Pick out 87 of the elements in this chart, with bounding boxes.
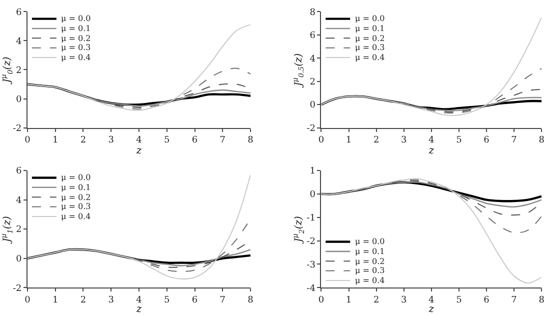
legend-label: μ = 0.4 bbox=[61, 53, 91, 62]
y-tick-label: -2 bbox=[306, 124, 316, 134]
x-tick-label: 7 bbox=[220, 136, 226, 146]
x-tick-label: 5 bbox=[164, 136, 170, 146]
x-tick-label: 4 bbox=[428, 295, 435, 306]
x-tick-label: 8 bbox=[248, 136, 254, 146]
x-tick-label: 1 bbox=[52, 136, 58, 146]
x-tick-label: 4 bbox=[136, 295, 142, 306]
x-tick-label: 1 bbox=[52, 295, 58, 306]
legend-label: μ = 0.1 bbox=[355, 24, 385, 33]
x-axis-title: z bbox=[428, 304, 435, 315]
y-tick-label: -2 bbox=[12, 124, 22, 134]
line-series bbox=[321, 16, 542, 116]
y-tick-label: 2 bbox=[16, 225, 22, 236]
legend-label: μ = 0.0 bbox=[61, 14, 91, 23]
legend-label: μ = 0.3 bbox=[355, 266, 385, 275]
y-tick-label: 0 bbox=[16, 254, 22, 265]
legend-label: μ = 0.1 bbox=[61, 24, 91, 33]
x-tick-label: 0 bbox=[24, 136, 31, 146]
legend-label: μ = 0.4 bbox=[355, 53, 385, 62]
y-tick-label: 0 bbox=[310, 100, 316, 111]
y-tick-label: 6 bbox=[16, 166, 22, 177]
x-tick-label: 0 bbox=[318, 295, 324, 306]
legend-label: μ = 0.3 bbox=[355, 43, 385, 52]
x-tick-label: 5 bbox=[456, 295, 462, 306]
line-series bbox=[27, 174, 251, 280]
x-tick-label: 3 bbox=[108, 295, 114, 306]
x-tick-label: 2 bbox=[373, 136, 380, 146]
legend-label: μ = 0.0 bbox=[355, 237, 385, 246]
y-tick-label: -4 bbox=[306, 284, 316, 294]
x-tick-label: 5 bbox=[164, 295, 170, 306]
legend-label: μ = 0.4 bbox=[355, 276, 385, 285]
legend-label: μ = 0.0 bbox=[61, 173, 91, 182]
legend-label: μ = 0.4 bbox=[61, 212, 91, 221]
x-tick-label: 1 bbox=[346, 295, 352, 306]
x-tick-label: 7 bbox=[220, 295, 226, 306]
legend-label: μ = 0.2 bbox=[355, 34, 385, 43]
legend-label: μ = 0.2 bbox=[355, 257, 385, 266]
x-tick-label: 3 bbox=[400, 295, 407, 306]
legend-label: μ = 0.2 bbox=[61, 193, 91, 202]
x-tick-label: 4 bbox=[428, 136, 435, 146]
y-tick-label: 4 bbox=[16, 36, 22, 47]
x-tick-label: 6 bbox=[484, 295, 490, 306]
legend-label: μ = 0.1 bbox=[355, 247, 385, 256]
x-axis-title: z bbox=[135, 146, 142, 157]
x-tick-label: 0 bbox=[318, 136, 324, 146]
x-tick-label: 8 bbox=[538, 295, 545, 306]
x-tick-label: 8 bbox=[248, 295, 254, 306]
y-tick-label: 1 bbox=[310, 166, 316, 177]
y-tick-label: 6 bbox=[16, 8, 22, 18]
x-tick-label: 3 bbox=[400, 136, 407, 146]
y-tick-label: 2 bbox=[310, 77, 316, 88]
y-tick-label: -2 bbox=[306, 236, 316, 247]
x-tick-label: 8 bbox=[538, 136, 545, 146]
y-tick-label: 0 bbox=[310, 190, 316, 200]
y-tick-label: 6 bbox=[310, 31, 316, 42]
x-tick-label: 6 bbox=[192, 295, 198, 306]
x-tick-label: 2 bbox=[80, 136, 86, 146]
y-tick-label: -3 bbox=[306, 260, 316, 270]
legend-label: μ = 0.2 bbox=[61, 34, 91, 43]
y-tick-label: 0 bbox=[16, 94, 22, 105]
y-tick-label: -1 bbox=[306, 214, 316, 224]
x-tick-label: 3 bbox=[108, 136, 114, 146]
x-tick-label: 2 bbox=[373, 295, 380, 306]
line-series bbox=[321, 181, 542, 202]
x-tick-label: 0 bbox=[24, 295, 31, 306]
y-tick-label: -2 bbox=[12, 284, 22, 294]
legend-label: μ = 0.3 bbox=[61, 202, 91, 211]
x-tick-label: 7 bbox=[511, 295, 518, 306]
y-tick-label: 4 bbox=[310, 54, 316, 64]
x-tick-label: 2 bbox=[80, 295, 86, 306]
x-tick-label: 7 bbox=[511, 136, 518, 146]
legend-label: μ = 0.1 bbox=[61, 183, 91, 192]
y-tick-label: 4 bbox=[16, 196, 22, 206]
y-tick-label: 8 bbox=[310, 8, 316, 18]
legend-label: μ = 0.0 bbox=[355, 14, 385, 23]
legend-label: μ = 0.3 bbox=[61, 43, 91, 52]
x-axis-title: z bbox=[428, 146, 435, 157]
x-tick-label: 5 bbox=[456, 136, 462, 146]
x-axis-title: z bbox=[135, 304, 142, 315]
x-tick-label: 4 bbox=[136, 136, 142, 146]
x-tick-label: 6 bbox=[192, 136, 198, 146]
x-tick-label: 1 bbox=[346, 136, 352, 146]
x-tick-label: 6 bbox=[484, 136, 490, 146]
line-series bbox=[321, 178, 542, 284]
y-tick-label: 2 bbox=[16, 66, 22, 76]
line-series bbox=[27, 24, 251, 111]
